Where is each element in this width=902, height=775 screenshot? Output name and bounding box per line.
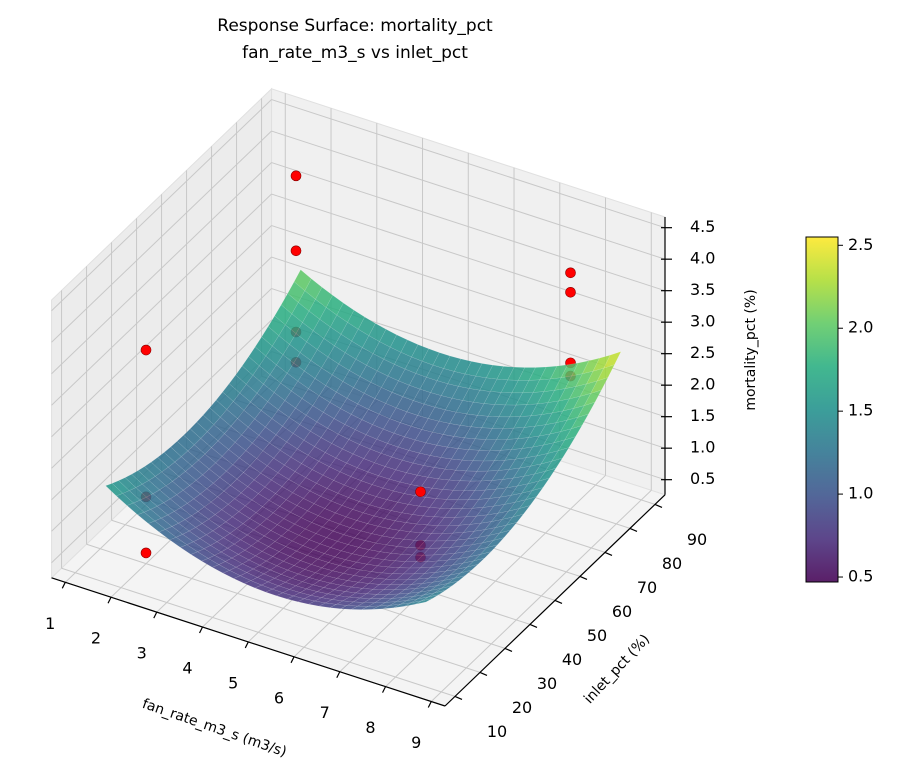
y-tick-mark bbox=[579, 575, 588, 580]
data-point bbox=[565, 267, 576, 279]
data-point bbox=[290, 170, 302, 182]
surface-patch bbox=[421, 594, 440, 602]
y-tick-mark bbox=[479, 671, 488, 676]
x-tick-label: 5 bbox=[228, 673, 238, 692]
surface bbox=[105, 269, 622, 610]
x-tick-label: 4 bbox=[182, 659, 192, 678]
z-gridline bbox=[51, 225, 272, 438]
x-tick-mark bbox=[427, 701, 432, 708]
surface-patch bbox=[466, 557, 486, 568]
surface-patch bbox=[447, 575, 466, 584]
z-tick-label: 3.5 bbox=[690, 280, 715, 299]
y-tick-label: 40 bbox=[562, 650, 582, 669]
data-point bbox=[140, 344, 152, 356]
x-tick-mark bbox=[336, 671, 341, 678]
y-gridline bbox=[61, 567, 456, 697]
z-gridline bbox=[271, 99, 666, 229]
tick-labels: 1 2 3 4 5 6 7 8 9 10 20 30 40 50 60 70 80 90 0.5 1.0 1.5 2.0 2… bbox=[45, 217, 715, 752]
x-tick-label: 2 bbox=[91, 629, 101, 648]
z-gridline bbox=[51, 99, 272, 312]
points-above-surface bbox=[140, 170, 576, 498]
x-tick-mark bbox=[381, 686, 387, 693]
surface-patch bbox=[492, 529, 511, 541]
colorbar-tick-label: 1.0 bbox=[848, 484, 873, 503]
x-tick-mark bbox=[153, 611, 158, 619]
y-tick-label: 70 bbox=[637, 578, 657, 597]
surface-patch bbox=[505, 513, 524, 526]
data-point bbox=[140, 547, 152, 559]
z-gridline bbox=[51, 162, 272, 375]
y-tick-mark bbox=[629, 527, 638, 532]
z-gridline bbox=[271, 130, 666, 260]
colorbar-gradient bbox=[805, 236, 839, 583]
x-tick-mark bbox=[198, 626, 204, 634]
z-gridline bbox=[51, 288, 272, 501]
y-tick-mark bbox=[454, 695, 463, 700]
x-tick-mark bbox=[290, 656, 295, 664]
x-tick-label: 6 bbox=[274, 688, 284, 707]
data-point bbox=[290, 245, 302, 257]
colorbar-tick-label: 1.5 bbox=[848, 401, 873, 420]
chart-title: Response Surface: mortality_pct bbox=[217, 16, 493, 36]
surface-patch bbox=[583, 389, 602, 406]
x-tick-label: 3 bbox=[137, 644, 147, 663]
z-tick-label: 0.5 bbox=[690, 469, 715, 488]
y-tick-label: 30 bbox=[537, 674, 557, 693]
chart-subtitle: fan_rate_m3_s vs inlet_pct bbox=[242, 43, 468, 63]
y-tick-mark bbox=[529, 623, 538, 628]
x-tick-mark bbox=[61, 582, 66, 589]
x-tick-label: 8 bbox=[365, 718, 375, 737]
data-point bbox=[415, 486, 426, 498]
y-tick-label: 90 bbox=[687, 530, 707, 549]
z-tick-label: 2.5 bbox=[690, 343, 715, 362]
x-tick-label: 1 bbox=[45, 614, 55, 633]
surface-patch bbox=[557, 436, 576, 452]
z-gridline bbox=[271, 225, 666, 355]
y-tick-label: 10 bbox=[487, 722, 507, 741]
y-tick-label: 50 bbox=[587, 626, 607, 645]
x-axis-label: fan_rate_m3_s (m3/s) bbox=[140, 696, 289, 760]
z-axis-label: mortality_pct (%) bbox=[743, 289, 759, 410]
y-tick-mark bbox=[554, 599, 563, 604]
z-gridline bbox=[51, 130, 272, 343]
y-tick-mark bbox=[654, 503, 663, 508]
y-tick-label: 80 bbox=[662, 554, 682, 573]
y-tick-label: 20 bbox=[512, 698, 532, 717]
surface-patch bbox=[415, 598, 433, 605]
x-tick-mark bbox=[244, 641, 249, 649]
z-gridline bbox=[51, 256, 272, 469]
y-tick-label: 60 bbox=[612, 602, 632, 621]
y-tick-mark bbox=[504, 647, 513, 652]
z-tick-label: 1.5 bbox=[690, 406, 715, 425]
z-gridline bbox=[51, 319, 272, 532]
surface-patch bbox=[570, 413, 589, 430]
data-point bbox=[565, 287, 576, 298]
y-gridline bbox=[86, 543, 481, 673]
colorbar: 0.5 1.0 1.5 2.0 2.5 bbox=[805, 235, 873, 586]
surface-patch bbox=[518, 496, 537, 509]
x-tick-label: 7 bbox=[320, 703, 330, 722]
z-tick-label: 3.0 bbox=[690, 312, 715, 331]
y-tick-mark bbox=[604, 551, 613, 556]
z-gridline bbox=[51, 193, 272, 406]
z-gridline bbox=[271, 193, 666, 323]
x-tick-mark bbox=[107, 596, 112, 604]
colorbar-tick-label: 0.5 bbox=[848, 567, 873, 586]
axis-lines bbox=[51, 216, 672, 708]
z-gridline bbox=[271, 162, 666, 292]
x-tick-label: 9 bbox=[411, 733, 421, 752]
colorbar-tick-label: 2.0 bbox=[848, 318, 873, 337]
z-tick-label: 4.5 bbox=[690, 217, 715, 236]
z-tick-label: 4.0 bbox=[690, 249, 715, 268]
z-tick-label: 2.0 bbox=[690, 375, 715, 394]
z-tick-label: 1.0 bbox=[690, 438, 715, 457]
colorbar-tick-label: 2.5 bbox=[848, 235, 873, 254]
